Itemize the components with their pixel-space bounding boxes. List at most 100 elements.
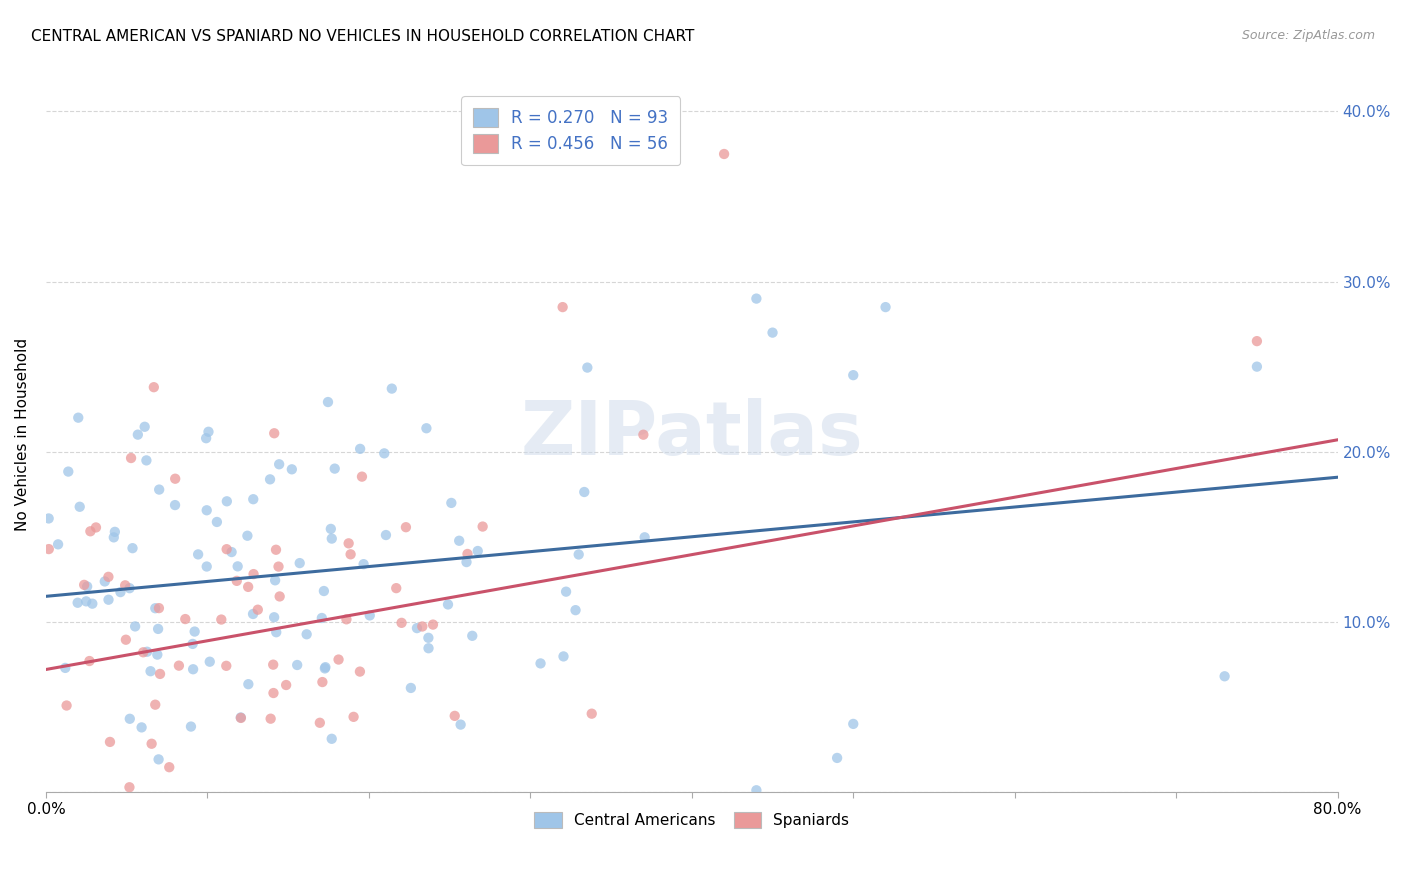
Point [225, 574, 247, 588]
Point [323, 461, 346, 475]
Point [437, 598, 460, 612]
Point [1246, 359, 1268, 374]
Point [264, 574, 287, 588]
Point [215, 658, 238, 673]
Point [195, 503, 218, 517]
Point [418, 641, 440, 656]
Point [82, 597, 104, 611]
Point [259, 472, 281, 486]
Point [353, 557, 375, 571]
Point [713, 147, 735, 161]
Point [551, 300, 574, 314]
Point [359, 608, 381, 623]
Point [312, 584, 335, 599]
Point [319, 522, 342, 536]
Point [146, 648, 169, 662]
Point [174, 612, 197, 626]
Legend: Central Americans, Spaniards: Central Americans, Spaniards [529, 805, 856, 834]
Point [391, 615, 413, 630]
Point [285, 658, 308, 673]
Point [529, 657, 551, 671]
Point [181, 662, 204, 676]
Point [75, 594, 97, 608]
Point [187, 548, 209, 562]
Point [97, 570, 120, 584]
Point [121, 541, 143, 556]
Point [149, 667, 172, 681]
Point [197, 425, 219, 439]
Point [55, 698, 77, 713]
Point [165, 472, 187, 486]
Point [349, 665, 371, 679]
Point [316, 395, 339, 409]
Point [449, 533, 471, 548]
Point [124, 619, 146, 633]
Point [136, 645, 159, 659]
Point [373, 446, 395, 460]
Point [321, 731, 343, 746]
Point [148, 752, 170, 766]
Point [180, 720, 202, 734]
Point [242, 567, 264, 582]
Point [443, 709, 465, 723]
Point [141, 737, 163, 751]
Point [114, 578, 136, 592]
Point [553, 649, 575, 664]
Point [115, 632, 138, 647]
Point [38, 511, 60, 525]
Point [84, 520, 107, 534]
Point [321, 532, 343, 546]
Point [406, 621, 429, 635]
Point [79, 524, 101, 539]
Point [564, 603, 586, 617]
Point [215, 494, 238, 508]
Y-axis label: No Vehicles in Household: No Vehicles in Household [15, 338, 30, 532]
Point [842, 368, 865, 383]
Point [236, 529, 259, 543]
Point [314, 660, 336, 674]
Point [69, 500, 91, 514]
Point [229, 711, 252, 725]
Point [131, 720, 153, 734]
Point [1213, 669, 1236, 683]
Point [38, 542, 60, 557]
Point [127, 427, 149, 442]
Point [262, 657, 284, 672]
Point [148, 483, 170, 497]
Point [242, 607, 264, 621]
Point [238, 580, 260, 594]
Point [110, 585, 132, 599]
Point [198, 655, 221, 669]
Point [574, 485, 596, 500]
Point [349, 442, 371, 456]
Point [146, 622, 169, 636]
Point [467, 544, 489, 558]
Point [183, 624, 205, 639]
Point [67, 410, 90, 425]
Point [634, 530, 657, 544]
Point [875, 300, 897, 314]
Point [825, 751, 848, 765]
Point [134, 419, 156, 434]
Point [381, 382, 404, 396]
Point [411, 619, 433, 633]
Point [745, 292, 768, 306]
Text: ZIPatlas: ZIPatlas [520, 398, 863, 471]
Point [132, 645, 155, 659]
Point [568, 548, 591, 562]
Point [167, 658, 190, 673]
Text: CENTRAL AMERICAN VS SPANIARD NO VEHICLES IN HOUSEHOLD CORRELATION CHART: CENTRAL AMERICAN VS SPANIARD NO VEHICLES… [31, 29, 695, 44]
Point [269, 590, 291, 604]
Point [242, 492, 264, 507]
Point [471, 519, 494, 533]
Point [461, 629, 484, 643]
Point [46, 537, 69, 551]
Point [395, 520, 418, 534]
Point [450, 717, 472, 731]
Point [103, 530, 125, 544]
Point [142, 380, 165, 394]
Point [135, 453, 157, 467]
Point [104, 524, 127, 539]
Point [118, 780, 141, 795]
Point [342, 710, 364, 724]
